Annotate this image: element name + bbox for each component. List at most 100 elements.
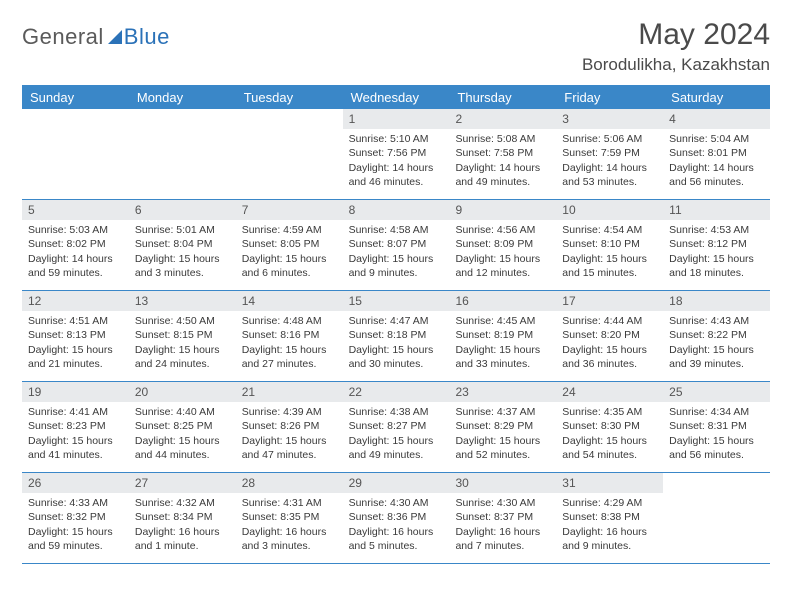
daylight-line: Daylight: 15 hours and 6 minutes. [242, 252, 337, 280]
sunset-line: Sunset: 8:32 PM [28, 510, 123, 524]
day-header: Thursday [449, 86, 556, 109]
sunset-line: Sunset: 8:15 PM [135, 328, 230, 342]
cell-content: Sunrise: 4:37 AMSunset: 8:29 PMDaylight:… [449, 402, 556, 467]
day-number: 5 [22, 200, 129, 220]
daylight-line: Daylight: 15 hours and 47 minutes. [242, 434, 337, 462]
sunset-line: Sunset: 8:05 PM [242, 237, 337, 251]
day-number: 21 [236, 382, 343, 402]
calendar-cell: 5Sunrise: 5:03 AMSunset: 8:02 PMDaylight… [22, 200, 129, 290]
calendar-cell: 18Sunrise: 4:43 AMSunset: 8:22 PMDayligh… [663, 291, 770, 381]
day-number: 13 [129, 291, 236, 311]
daylight-line: Daylight: 16 hours and 7 minutes. [455, 525, 550, 553]
sunrise-line: Sunrise: 4:44 AM [562, 314, 657, 328]
title-block: May 2024 Borodulikha, Kazakhstan [582, 18, 770, 75]
daylight-line: Daylight: 16 hours and 1 minute. [135, 525, 230, 553]
cell-content: Sunrise: 4:51 AMSunset: 8:13 PMDaylight:… [22, 311, 129, 376]
cell-content: Sunrise: 4:44 AMSunset: 8:20 PMDaylight:… [556, 311, 663, 376]
cell-content: Sunrise: 4:58 AMSunset: 8:07 PMDaylight:… [343, 220, 450, 285]
calendar-cell: 30Sunrise: 4:30 AMSunset: 8:37 PMDayligh… [449, 473, 556, 563]
calendar-body: 1Sunrise: 5:10 AMSunset: 7:56 PMDaylight… [22, 109, 770, 564]
sunrise-line: Sunrise: 4:50 AM [135, 314, 230, 328]
cell-content: Sunrise: 4:39 AMSunset: 8:26 PMDaylight:… [236, 402, 343, 467]
sunrise-line: Sunrise: 4:35 AM [562, 405, 657, 419]
sunset-line: Sunset: 7:59 PM [562, 146, 657, 160]
daylight-line: Daylight: 15 hours and 52 minutes. [455, 434, 550, 462]
sunrise-line: Sunrise: 4:32 AM [135, 496, 230, 510]
sunset-line: Sunset: 8:20 PM [562, 328, 657, 342]
day-header: Friday [556, 86, 663, 109]
daylight-line: Daylight: 15 hours and 3 minutes. [135, 252, 230, 280]
sunset-line: Sunset: 7:58 PM [455, 146, 550, 160]
sunrise-line: Sunrise: 4:53 AM [669, 223, 764, 237]
sunrise-line: Sunrise: 4:48 AM [242, 314, 337, 328]
day-number: 16 [449, 291, 556, 311]
day-number: 20 [129, 382, 236, 402]
cell-content: Sunrise: 4:38 AMSunset: 8:27 PMDaylight:… [343, 402, 450, 467]
calendar-row: 12Sunrise: 4:51 AMSunset: 8:13 PMDayligh… [22, 291, 770, 382]
cell-content: Sunrise: 4:48 AMSunset: 8:16 PMDaylight:… [236, 311, 343, 376]
daylight-line: Daylight: 16 hours and 9 minutes. [562, 525, 657, 553]
cell-content: Sunrise: 4:43 AMSunset: 8:22 PMDaylight:… [663, 311, 770, 376]
sunrise-line: Sunrise: 4:54 AM [562, 223, 657, 237]
cell-content: Sunrise: 4:59 AMSunset: 8:05 PMDaylight:… [236, 220, 343, 285]
day-number: 23 [449, 382, 556, 402]
day-header: Sunday [22, 86, 129, 109]
daylight-line: Daylight: 15 hours and 41 minutes. [28, 434, 123, 462]
daylight-line: Daylight: 15 hours and 12 minutes. [455, 252, 550, 280]
daylight-line: Daylight: 15 hours and 21 minutes. [28, 343, 123, 371]
day-header: Tuesday [236, 86, 343, 109]
month-title: May 2024 [582, 18, 770, 52]
cell-content: Sunrise: 5:01 AMSunset: 8:04 PMDaylight:… [129, 220, 236, 285]
cell-content: Sunrise: 4:30 AMSunset: 8:37 PMDaylight:… [449, 493, 556, 558]
cell-content: Sunrise: 4:33 AMSunset: 8:32 PMDaylight:… [22, 493, 129, 558]
sunset-line: Sunset: 8:22 PM [669, 328, 764, 342]
daylight-line: Daylight: 15 hours and 56 minutes. [669, 434, 764, 462]
sunrise-line: Sunrise: 4:39 AM [242, 405, 337, 419]
sunrise-line: Sunrise: 4:45 AM [455, 314, 550, 328]
day-number: 29 [343, 473, 450, 493]
calendar-row: 5Sunrise: 5:03 AMSunset: 8:02 PMDaylight… [22, 200, 770, 291]
daylight-line: Daylight: 14 hours and 46 minutes. [349, 161, 444, 189]
cell-content: Sunrise: 4:50 AMSunset: 8:15 PMDaylight:… [129, 311, 236, 376]
sunrise-line: Sunrise: 4:41 AM [28, 405, 123, 419]
calendar-cell: 12Sunrise: 4:51 AMSunset: 8:13 PMDayligh… [22, 291, 129, 381]
calendar-cell: 9Sunrise: 4:56 AMSunset: 8:09 PMDaylight… [449, 200, 556, 290]
sunrise-line: Sunrise: 4:30 AM [455, 496, 550, 510]
cell-content: Sunrise: 4:45 AMSunset: 8:19 PMDaylight:… [449, 311, 556, 376]
sunset-line: Sunset: 8:04 PM [135, 237, 230, 251]
calendar-cell: 21Sunrise: 4:39 AMSunset: 8:26 PMDayligh… [236, 382, 343, 472]
calendar-header-row: Sunday Monday Tuesday Wednesday Thursday… [22, 86, 770, 109]
calendar-cell: 11Sunrise: 4:53 AMSunset: 8:12 PMDayligh… [663, 200, 770, 290]
calendar-cell: 10Sunrise: 4:54 AMSunset: 8:10 PMDayligh… [556, 200, 663, 290]
sunset-line: Sunset: 8:31 PM [669, 419, 764, 433]
sunrise-line: Sunrise: 4:56 AM [455, 223, 550, 237]
cell-content: Sunrise: 4:31 AMSunset: 8:35 PMDaylight:… [236, 493, 343, 558]
sunset-line: Sunset: 8:19 PM [455, 328, 550, 342]
sunrise-line: Sunrise: 4:38 AM [349, 405, 444, 419]
day-number: 19 [22, 382, 129, 402]
day-number: 14 [236, 291, 343, 311]
cell-content: Sunrise: 5:04 AMSunset: 8:01 PMDaylight:… [663, 129, 770, 194]
day-number: 3 [556, 109, 663, 129]
sunrise-line: Sunrise: 5:03 AM [28, 223, 123, 237]
sunrise-line: Sunrise: 5:08 AM [455, 132, 550, 146]
day-number: 24 [556, 382, 663, 402]
daylight-line: Daylight: 15 hours and 33 minutes. [455, 343, 550, 371]
day-number: 17 [556, 291, 663, 311]
sunrise-line: Sunrise: 5:04 AM [669, 132, 764, 146]
day-number: 30 [449, 473, 556, 493]
calendar-cell: 13Sunrise: 4:50 AMSunset: 8:15 PMDayligh… [129, 291, 236, 381]
brand-logo: General Blue [22, 24, 170, 50]
sunset-line: Sunset: 8:12 PM [669, 237, 764, 251]
cell-content: Sunrise: 5:03 AMSunset: 8:02 PMDaylight:… [22, 220, 129, 285]
sunset-line: Sunset: 8:26 PM [242, 419, 337, 433]
sunset-line: Sunset: 8:10 PM [562, 237, 657, 251]
day-number: 28 [236, 473, 343, 493]
calendar-cell: 28Sunrise: 4:31 AMSunset: 8:35 PMDayligh… [236, 473, 343, 563]
calendar-row: 1Sunrise: 5:10 AMSunset: 7:56 PMDaylight… [22, 109, 770, 200]
calendar-cell: 25Sunrise: 4:34 AMSunset: 8:31 PMDayligh… [663, 382, 770, 472]
sunset-line: Sunset: 8:25 PM [135, 419, 230, 433]
cell-content: Sunrise: 4:54 AMSunset: 8:10 PMDaylight:… [556, 220, 663, 285]
calendar-cell: 2Sunrise: 5:08 AMSunset: 7:58 PMDaylight… [449, 109, 556, 199]
day-number: 2 [449, 109, 556, 129]
